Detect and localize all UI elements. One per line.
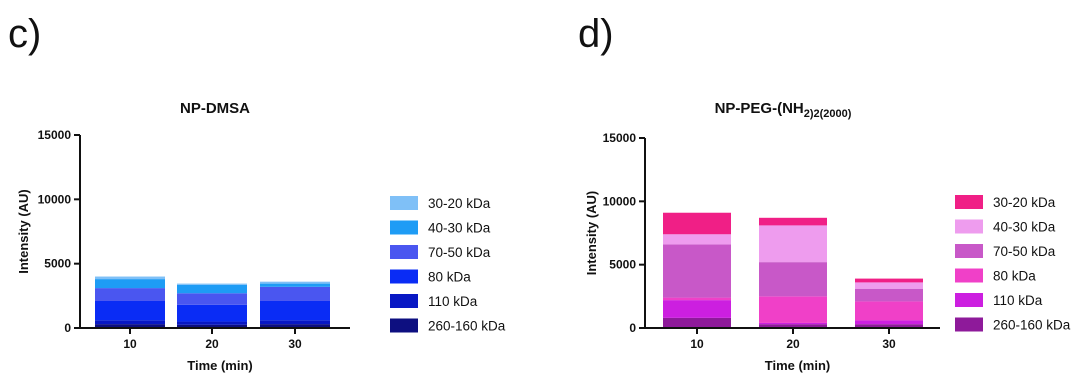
legend-label: 40-30 kDa [993, 220, 1056, 235]
y-axis-label: Intensity (AU) [16, 189, 31, 274]
y-tick-label: 0 [629, 321, 636, 335]
bar-1-2-1 [855, 320, 923, 325]
bar-0-0-1 [95, 320, 165, 325]
bar-1-2-0 [855, 324, 923, 328]
legend-swatch [390, 318, 418, 333]
y-tick-label: 10000 [38, 192, 72, 206]
x-tick-label: 20 [205, 337, 219, 351]
legend-label: 110 kDa [428, 294, 478, 309]
chart-title: NP-PEG-(NH2)2(2000) [715, 100, 852, 120]
bar-1-1-5 [759, 217, 827, 226]
legend-swatch [955, 293, 983, 307]
legend-swatch [955, 244, 983, 258]
chart-1: 0 5000 10000 15000 10 20 30 NP-PEG-(NH2)2(2000)… [584, 100, 1071, 373]
bar-0-0-0 [95, 324, 165, 328]
bar-0-0-4 [95, 279, 165, 289]
legend-label: 260-160 kDa [428, 319, 506, 334]
bar-1-2-5 [855, 278, 923, 283]
legend-swatch [390, 269, 418, 284]
bar-1-0-4 [663, 234, 731, 245]
bar-0-2-3 [260, 286, 330, 301]
bar-1-1-3 [759, 262, 827, 297]
x-axis-label: Time (min) [187, 358, 253, 373]
bar-1-1-4 [759, 225, 827, 263]
bar-1-0-3 [663, 244, 731, 298]
y-tick-label: 5000 [44, 257, 71, 271]
bar-1-0-2 [663, 297, 731, 301]
legend-label: 30-20 kDa [993, 195, 1056, 210]
bar-0-1-2 [177, 304, 247, 322]
legend-swatch [390, 245, 418, 259]
bar-0-2-2 [260, 300, 330, 321]
bar-1-0-5 [663, 212, 731, 235]
bar-0-1-3 [177, 293, 247, 305]
bar-0-2-5 [260, 281, 330, 284]
panel-label-c: c) [8, 12, 42, 56]
legend-label: 30-20 kDa [428, 196, 491, 211]
legend-label: 70-50 kDa [993, 244, 1056, 259]
x-tick-label: 30 [288, 337, 302, 351]
legend-label: 70-50 kDa [428, 245, 491, 260]
bar-0-2-4 [260, 283, 330, 287]
y-tick-label: 0 [64, 321, 71, 335]
x-axis-label: Time (min) [765, 358, 831, 373]
bar-0-2-0 [260, 324, 330, 328]
bar-1-0-1 [663, 300, 731, 318]
legend-label: 40-30 kDa [428, 221, 491, 236]
legend-label: 260-160 kDa [993, 318, 1071, 333]
legend-swatch [955, 268, 983, 283]
panel-label-d: d) [578, 12, 614, 56]
chart-title-main: NP-PEG-(NH [715, 100, 804, 117]
legend-label: 80 kDa [993, 269, 1036, 284]
legend-swatch [955, 219, 983, 234]
legend: 30-20 kDa 40-30 kDa 70-50 kDa 80 kDa 110 kDa… [955, 195, 1071, 333]
x-tick-label: 20 [786, 337, 800, 351]
bar-0-1-1 [177, 321, 247, 325]
bar-1-2-2 [855, 301, 923, 321]
bar-1-1-0 [759, 324, 827, 328]
chart-title-subscript: 2 [804, 108, 810, 120]
y-axis-label: Intensity (AU) [584, 191, 599, 276]
x-tick-label: 30 [882, 337, 896, 351]
legend-swatch [390, 220, 418, 235]
bar-0-1-4 [177, 284, 247, 294]
legend-swatch [955, 317, 983, 332]
y-tick-label: 10000 [603, 194, 637, 208]
bar-0-0-5 [95, 276, 165, 280]
bar-0-1-5 [177, 283, 247, 285]
bar-1-2-3 [855, 288, 923, 302]
chart-title-suffix: )2(2000) [810, 108, 852, 120]
legend-swatch [955, 195, 983, 209]
bar-0-1-0 [177, 324, 247, 328]
legend-swatch [390, 294, 418, 308]
legend-label: 80 kDa [428, 270, 471, 285]
y-tick-label: 5000 [609, 258, 636, 272]
bar-0-2-1 [260, 320, 330, 325]
chart-title: NP-DMSA [180, 100, 250, 117]
x-tick-label: 10 [123, 337, 137, 351]
bar-1-1-2 [759, 296, 827, 323]
legend-label: 110 kDa [993, 293, 1043, 308]
bar-0-0-2 [95, 300, 165, 321]
bar-1-0-0 [663, 317, 731, 328]
bar-0-0-3 [95, 288, 165, 301]
legend-swatch [390, 196, 418, 210]
chart-0: 0 5000 10000 15000 10 20 30 NP-DMSA Time (min) In… [16, 100, 506, 373]
bar-1-1-1 [759, 322, 827, 325]
y-tick-label: 15000 [603, 131, 637, 145]
bar-1-2-4 [855, 282, 923, 289]
legend: 30-20 kDa 40-30 kDa 70-50 kDa 80 kDa 110 kDa… [390, 196, 506, 334]
x-tick-label: 10 [690, 337, 704, 351]
chart-title-main: NP-DMSA [180, 100, 250, 117]
y-tick-label: 15000 [38, 128, 72, 142]
